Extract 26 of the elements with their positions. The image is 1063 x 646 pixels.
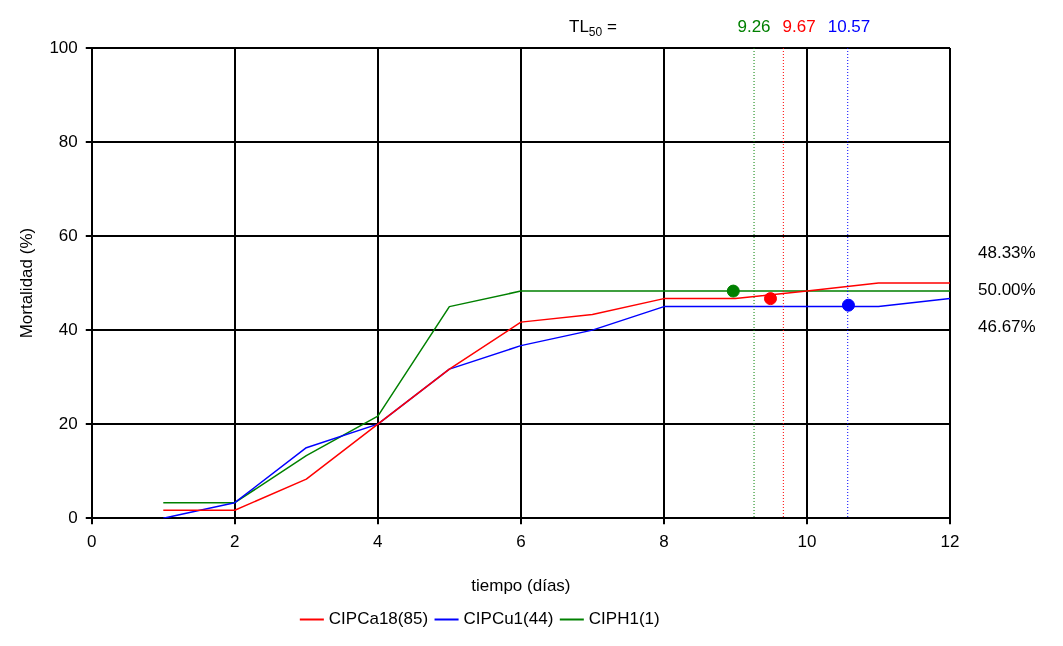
legend-label: CIPH1(1) (588, 609, 660, 629)
ref-line-label: 9.26 (737, 17, 771, 36)
text: 48.33% (978, 243, 1036, 263)
ref-line-label: 9.67 (782, 17, 816, 36)
x-tick-label: 2 (230, 532, 240, 552)
point (841, 298, 855, 312)
y-tick-label: 60 (58, 225, 78, 245)
x-axis-title: tiempo (días) (471, 576, 571, 596)
legend-label: CIPCa18(85) (328, 609, 429, 629)
ref-line-label: 10.57 (827, 17, 871, 36)
y-tick-label: 20 (58, 413, 78, 433)
legend-label: CIPCu1(44) (463, 609, 554, 629)
y-tick-label: 0 (68, 507, 78, 527)
x-tick-label: 6 (516, 532, 526, 552)
x-tick-label: 4 (373, 532, 383, 552)
x-tick-label: 12 (940, 532, 960, 552)
y-axis-title: Mortalidad (%) (16, 227, 36, 339)
text: 50.00% (978, 280, 1036, 300)
y-tick-label: 40 (58, 319, 78, 339)
y-tick-label: 100 (49, 37, 78, 57)
x-tick-label: 0 (87, 532, 97, 552)
x-tick-label: 10 (797, 532, 817, 552)
x-tick-label: 8 (659, 532, 669, 552)
point (763, 292, 777, 306)
text: 46.67% (978, 317, 1036, 337)
y-tick-label: 80 (58, 131, 78, 151)
